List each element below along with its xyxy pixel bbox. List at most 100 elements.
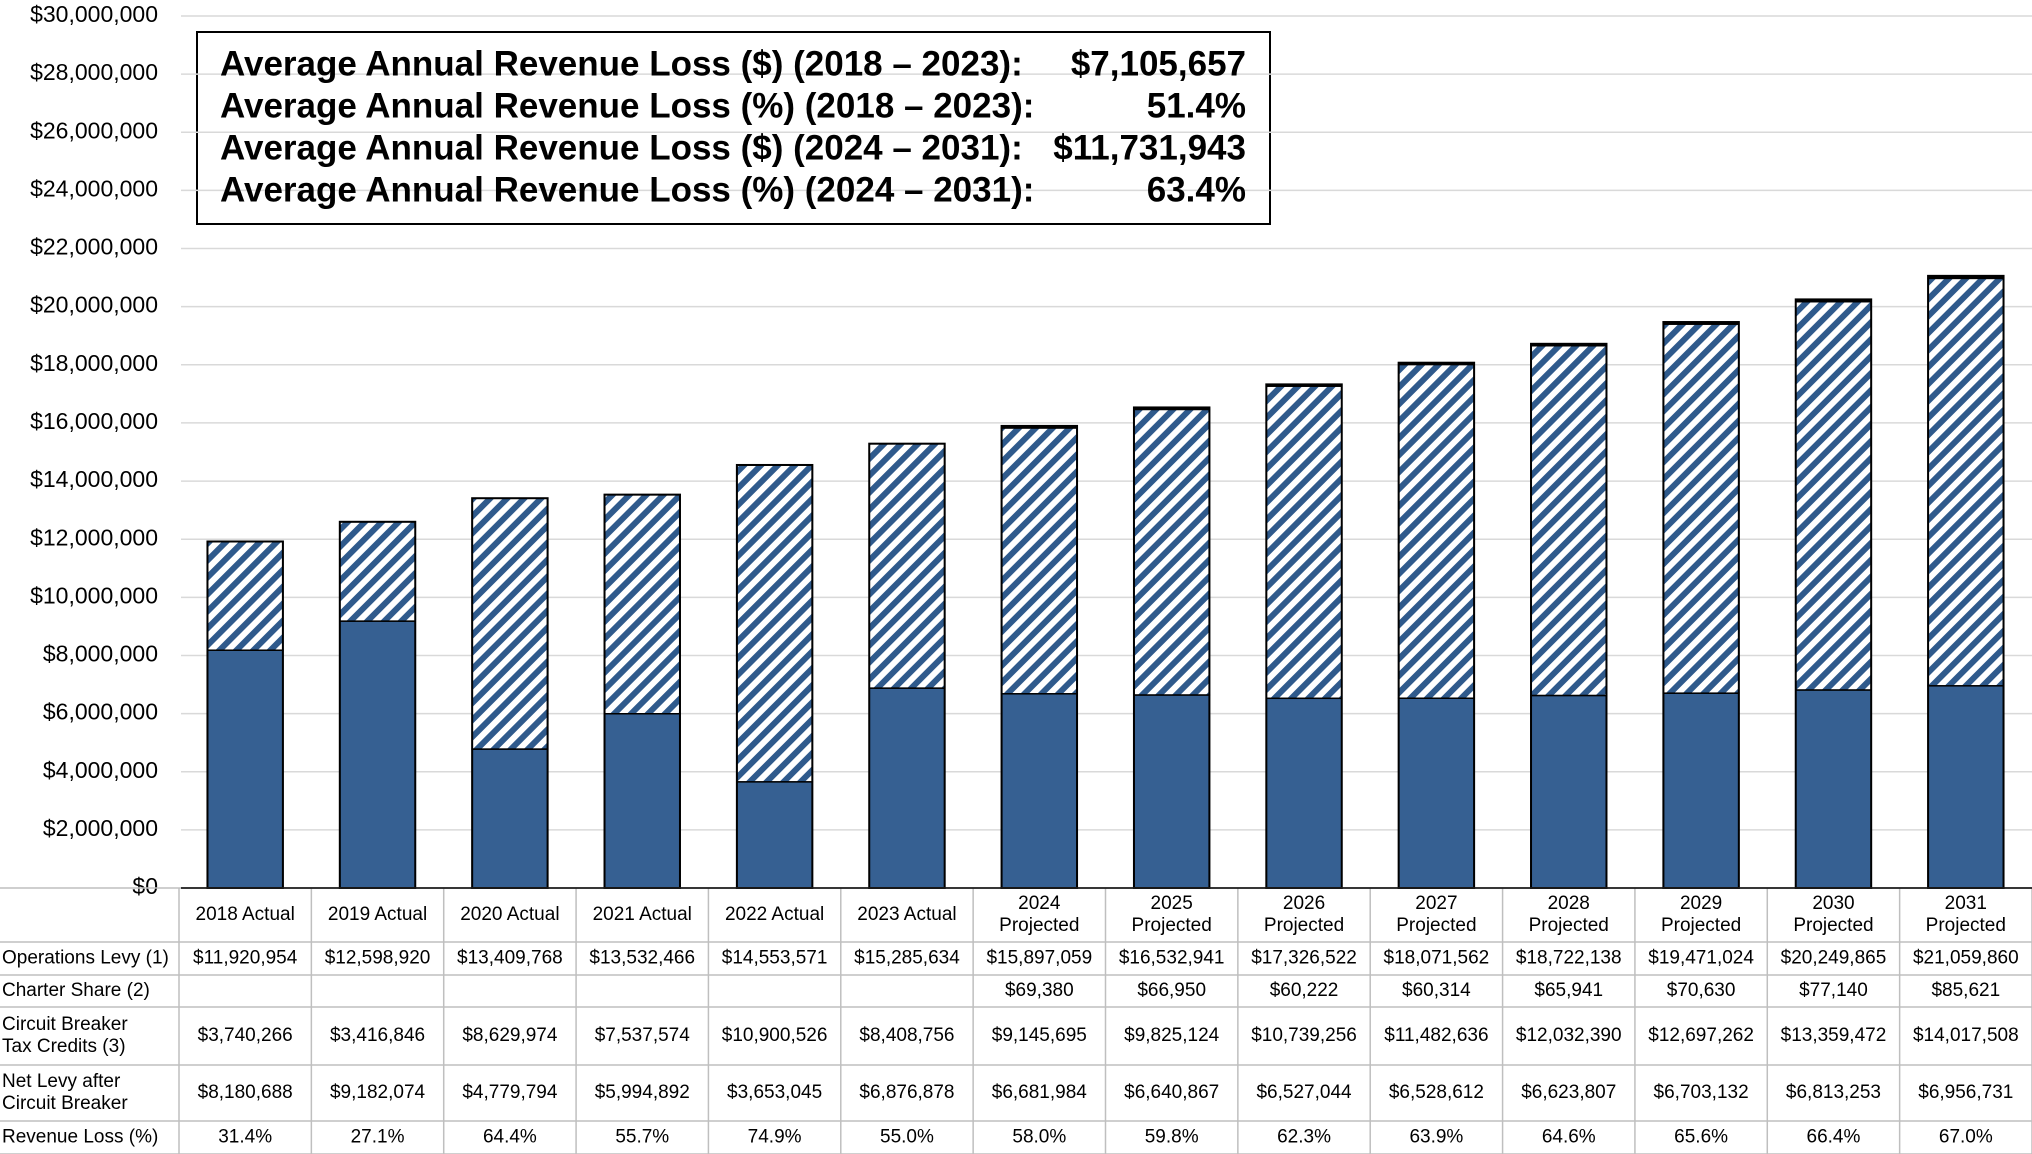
table-cell: $8,408,756	[859, 1025, 954, 1046]
table-cell: 55.0%	[880, 1127, 934, 1148]
x-tick-label: 2021 Actual	[593, 904, 692, 925]
table-cell: $6,681,984	[992, 1082, 1088, 1103]
table-cell: 67.0%	[1939, 1127, 1993, 1148]
table-cell: 64.6%	[1542, 1127, 1596, 1148]
table-cell: $6,640,867	[1124, 1082, 1219, 1103]
table-cell: $60,222	[1270, 980, 1339, 1001]
table-cell: $3,740,266	[198, 1025, 293, 1046]
bar-segment	[339, 620, 417, 889]
table-cell: $85,621	[1931, 980, 2000, 1001]
table-cell: $10,739,256	[1251, 1025, 1357, 1046]
table-cell: $6,876,878	[859, 1082, 954, 1103]
y-tick-label: $4,000,000	[43, 757, 158, 783]
bar-segment	[1000, 427, 1078, 695]
table-cell: 74.9%	[748, 1127, 802, 1148]
table-cell: $12,032,390	[1516, 1025, 1622, 1046]
table-cell: $12,598,920	[325, 948, 431, 969]
bar-segment	[1794, 300, 1872, 691]
bar-segment	[736, 464, 814, 783]
annotation-value: 63.4%	[1147, 170, 1246, 209]
table-cell: $65,941	[1534, 980, 1603, 1001]
bar-segment	[1397, 363, 1475, 699]
y-tick-label: $8,000,000	[43, 641, 158, 667]
table-cell: $6,527,044	[1256, 1082, 1352, 1103]
table-cell: $66,950	[1137, 980, 1206, 1001]
table-cell: $18,071,562	[1384, 948, 1490, 969]
table-cell: $6,703,132	[1654, 1082, 1749, 1103]
bar-segment	[1265, 697, 1343, 889]
table-cell: $21,059,860	[1913, 948, 2019, 969]
table-cell: $69,380	[1005, 980, 1074, 1001]
table-cell: $6,813,253	[1786, 1082, 1881, 1103]
row-label: Charter Share (2)	[2, 980, 150, 1001]
y-tick-label: $10,000,000	[30, 582, 158, 608]
table-cell: 31.4%	[218, 1127, 272, 1148]
x-tick-label: 2027 Projected	[1396, 893, 1476, 936]
table-cell: $11,482,636	[1384, 1025, 1488, 1046]
table-cell: $9,825,124	[1124, 1025, 1220, 1046]
x-tick-label: 2018 Actual	[196, 904, 295, 925]
table-cell: $6,956,731	[1918, 1082, 2013, 1103]
annotation-label: Average Annual Revenue Loss ($) (2024 – …	[220, 128, 1023, 167]
table-cell: $60,314	[1402, 980, 1471, 1001]
bar-segment	[603, 712, 681, 889]
bar-segment	[1133, 694, 1211, 889]
table-cell: $8,629,974	[462, 1025, 558, 1046]
table-cell: $17,326,522	[1251, 948, 1357, 969]
bar-segment	[868, 442, 946, 689]
y-tick-label: $14,000,000	[30, 466, 158, 492]
y-tick-label: $26,000,000	[30, 117, 158, 143]
table-cell: $4,779,794	[462, 1082, 558, 1103]
table-cell: 58.0%	[1012, 1127, 1066, 1148]
bar-segment	[206, 649, 284, 889]
x-tick-label: 2019 Actual	[328, 904, 427, 925]
x-tick-label: 2026 Projected	[1264, 893, 1344, 936]
y-tick-label: $20,000,000	[30, 292, 158, 318]
table-cell: 59.8%	[1145, 1127, 1199, 1148]
table-cell: $20,249,865	[1781, 948, 1887, 969]
table-cell: $6,528,612	[1389, 1082, 1484, 1103]
x-tick-label: 2028 Projected	[1529, 893, 1609, 936]
table-cell: $18,722,138	[1516, 948, 1622, 969]
y-tick-label: $0	[132, 873, 158, 899]
table-cell: $16,532,941	[1119, 948, 1225, 969]
table-cell: 55.7%	[615, 1127, 669, 1148]
table-cell: $3,653,045	[727, 1082, 822, 1103]
bar-segment	[1265, 385, 1343, 700]
row-label: Net Levy after Circuit Breaker	[2, 1071, 128, 1114]
x-tick-label: 2023 Actual	[857, 904, 956, 925]
table-cell: 63.9%	[1409, 1127, 1463, 1148]
bar-segment	[1662, 323, 1740, 694]
table-cell: $7,537,574	[595, 1025, 691, 1046]
y-tick-label: $30,000,000	[30, 1, 158, 27]
table-cell: 65.6%	[1674, 1127, 1728, 1148]
bar-segment	[1397, 697, 1475, 889]
table-cell: $70,630	[1667, 980, 1736, 1001]
table-cell: $15,285,634	[854, 948, 960, 969]
table-cell: $15,897,059	[986, 948, 1092, 969]
table-cell: $13,359,472	[1781, 1025, 1887, 1046]
table-cell: 66.4%	[1807, 1127, 1861, 1148]
x-tick-label: 2025 Projected	[1132, 893, 1212, 936]
x-tick-label: 2020 Actual	[460, 904, 559, 925]
x-tick-label: 2029 Projected	[1661, 893, 1741, 936]
bar-segment	[736, 781, 814, 889]
table-cell: $14,017,508	[1913, 1025, 2019, 1046]
y-tick-label: $28,000,000	[30, 59, 158, 85]
row-label: Circuit Breaker Tax Credits (3)	[2, 1014, 128, 1057]
x-tick-label: 2030 Projected	[1793, 893, 1873, 936]
annotation-box	[196, 31, 1271, 225]
table-cell: $77,140	[1799, 980, 1868, 1001]
table-cell: $13,409,768	[457, 948, 563, 969]
bar-segment	[1927, 685, 2005, 889]
y-tick-label: $6,000,000	[43, 699, 158, 725]
bar-segment	[471, 497, 549, 750]
table-cell: $19,471,024	[1648, 948, 1754, 969]
bar-segment	[1530, 344, 1608, 697]
annotation-label: Average Annual Revenue Loss (%) (2024 – …	[220, 170, 1034, 209]
table-cell: $5,994,892	[595, 1082, 690, 1103]
bar-segment	[1000, 693, 1078, 889]
bar-segment	[1927, 277, 2005, 687]
table-cell: $9,182,074	[330, 1082, 426, 1103]
